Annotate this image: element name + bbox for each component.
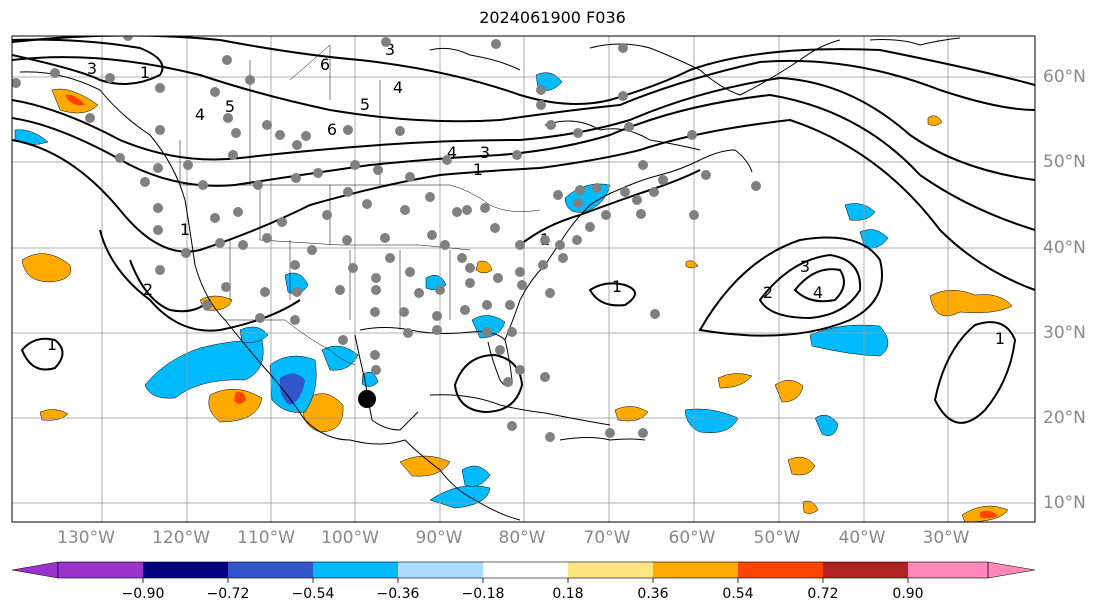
cool-patch — [814, 414, 839, 436]
colorbar-segment — [143, 562, 228, 578]
colorbar-tick-label: 0.72 — [807, 586, 839, 602]
lat-label: 20°N — [1043, 408, 1086, 428]
lon-label: 80°W — [498, 528, 546, 548]
cool-patch — [461, 465, 491, 487]
colorbar-tick-label: −0.54 — [291, 586, 335, 602]
colorbar-segment — [568, 562, 653, 578]
cool-patch — [684, 408, 739, 433]
contour-labels: 1 1 1 1 2 3 4 5 6 3 4 5 6 4 1 1 3 2 3 4 … — [47, 40, 1005, 354]
lon-label: 50°W — [753, 528, 801, 548]
contour-label: 3 — [385, 40, 395, 59]
lon-label: 70°W — [583, 528, 631, 548]
cool-patch — [844, 203, 876, 221]
contour-label: 4 — [393, 78, 403, 97]
cool-patch — [471, 315, 506, 339]
warm-patch — [929, 290, 1013, 317]
warm-patch — [399, 455, 451, 477]
warm-strong-patch — [980, 510, 998, 519]
colorbar-tick-label: −0.72 — [206, 586, 250, 602]
warm-patch — [475, 260, 493, 274]
colorbar-tick-label: −0.36 — [376, 586, 420, 602]
colorbar-tick-label: 0.18 — [552, 586, 584, 602]
colorbar-tick-label: −0.18 — [461, 586, 505, 602]
colorbar-tick-label: 0.36 — [637, 586, 669, 602]
colorbar-tick-label: 0.54 — [722, 586, 754, 602]
contour-label: 4 — [813, 283, 823, 302]
warm-patch — [39, 409, 69, 421]
contour-label: 1 — [473, 160, 483, 179]
warm-patch — [614, 406, 649, 422]
warm-strong-patch — [234, 391, 246, 404]
colorbar-tick-label: −0.90 — [121, 586, 165, 602]
lon-label: 90°W — [415, 528, 463, 548]
contour-label: 3 — [480, 143, 490, 162]
warm-patch — [787, 456, 816, 476]
warm-patch — [802, 500, 819, 514]
colorbar-segment — [908, 562, 988, 578]
lat-label: 60°N — [1043, 67, 1086, 87]
cool-strong-patch — [279, 373, 305, 405]
colorbar-segment — [483, 562, 568, 578]
lon-label: 100°W — [321, 528, 379, 548]
contour-label: 5 — [225, 97, 235, 116]
lon-label: 60°W — [668, 528, 716, 548]
contour-label: 4 — [447, 143, 457, 162]
cool-patch — [429, 485, 491, 509]
colorbar-segment — [228, 562, 313, 578]
contour-lines — [12, 36, 1035, 424]
contour-label: 1 — [995, 329, 1005, 348]
cool-patch — [361, 372, 379, 387]
colorbar-segment — [653, 562, 738, 578]
warm-patch — [927, 115, 943, 126]
lat-label: 40°N — [1043, 238, 1086, 258]
contour-label: 2 — [143, 280, 153, 299]
contour-label: 3 — [800, 257, 810, 276]
storm-center-marker — [358, 390, 376, 408]
contour-label: 1 — [140, 63, 150, 82]
contour-label: 3 — [87, 59, 97, 78]
contour-label: 2 — [763, 283, 773, 302]
lon-label: 130°W — [57, 528, 115, 548]
lat-label: 10°N — [1043, 493, 1086, 513]
lat-label: 50°N — [1043, 152, 1086, 172]
station-markers — [12, 36, 761, 442]
contour-label: 4 — [195, 105, 205, 124]
colorbar-tick-label: 0.90 — [892, 586, 924, 602]
contour-label: 6 — [327, 120, 337, 139]
warm-patch — [685, 260, 699, 269]
warm-strong-patch — [65, 94, 85, 106]
colorbar-high-extension — [987, 561, 1036, 579]
warm-patch — [774, 380, 804, 403]
cool-patch — [144, 339, 264, 399]
lat-label: 30°N — [1043, 323, 1086, 343]
colorbar-segment — [738, 562, 823, 578]
lon-label: 30°W — [922, 528, 970, 548]
contour-label: 1 — [180, 220, 190, 239]
colorbar — [11, 561, 1036, 583]
coastlines — [19, 37, 961, 521]
contour-label: 6 — [320, 55, 330, 74]
map-frame — [11, 35, 1036, 523]
lon-label: 40°W — [838, 528, 886, 548]
lon-label: 120°W — [152, 528, 210, 548]
contour-label: 5 — [360, 95, 370, 114]
contour-label: 1 — [612, 277, 622, 296]
colorbar-segment — [823, 562, 908, 578]
colorbar-low-extension — [11, 561, 59, 579]
lon-label: 110°W — [237, 528, 295, 548]
colorbar-outline — [57, 561, 989, 579]
cool-patch — [239, 326, 269, 343]
contour-label: 1 — [47, 335, 57, 354]
warm-patch — [717, 373, 753, 389]
colorbar-segment — [313, 562, 398, 578]
warm-patch — [208, 389, 263, 423]
colorbar-segment — [398, 562, 483, 578]
warm-patch — [21, 253, 72, 283]
colorbar-segment — [58, 562, 143, 578]
map-title: 2024061900 F036 — [479, 8, 626, 27]
